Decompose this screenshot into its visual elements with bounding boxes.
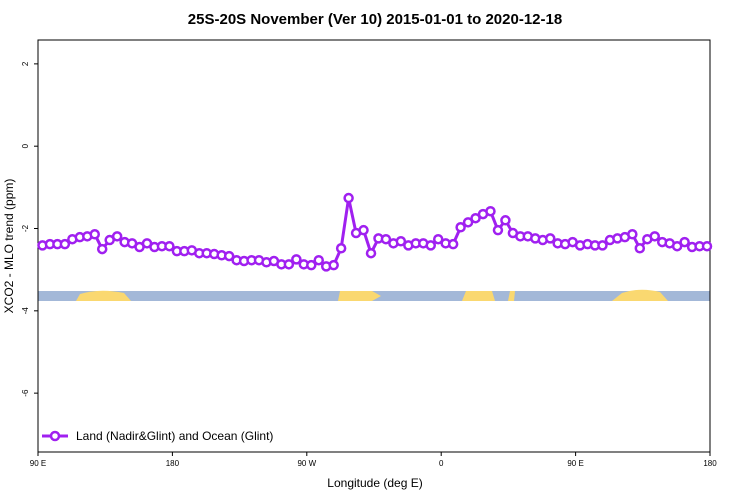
x-tick-label: 90 W	[297, 459, 316, 468]
data-point	[291, 254, 302, 265]
land-patch	[462, 291, 495, 301]
data-point	[649, 231, 660, 242]
data-point	[470, 212, 481, 224]
data-point	[164, 240, 175, 252]
data-point	[343, 192, 354, 204]
data-point	[544, 233, 556, 244]
y-tick-label: 2	[21, 61, 30, 66]
data-point	[89, 229, 100, 240]
x-tick-label: 0	[439, 459, 444, 468]
data-point	[223, 250, 235, 262]
x-tick-label: 180	[703, 459, 717, 468]
legend-label: Land (Nadir&Glint) and Ocean (Glint)	[76, 429, 273, 443]
data-point	[59, 238, 71, 250]
y-tick-label: 0	[21, 143, 30, 148]
data-point	[492, 224, 504, 236]
data-point	[597, 240, 608, 251]
y-tick-label: -4	[21, 307, 30, 315]
land-patch	[76, 290, 131, 301]
land-patch	[338, 291, 381, 301]
data-point	[425, 240, 436, 251]
data-point	[380, 233, 392, 245]
data-point	[358, 224, 369, 236]
legend-marker	[49, 430, 61, 442]
data-point	[335, 243, 347, 254]
chart-title: 25S-20S November (Ver 10) 2015-01-01 to …	[188, 11, 562, 28]
data-point	[701, 240, 713, 252]
data-point	[283, 259, 295, 270]
data-point	[96, 243, 108, 255]
data-point	[432, 233, 444, 245]
data-point	[671, 240, 683, 252]
data-point	[679, 236, 690, 248]
land-patch	[508, 291, 515, 301]
x-axis-label: Longitude (deg E)	[327, 476, 422, 490]
legend: Land (Nadir&Glint) and Ocean (Glint)	[42, 429, 273, 443]
y-tick-label: -2	[21, 224, 30, 232]
data-point	[313, 254, 324, 266]
data-point	[455, 222, 466, 233]
data-point	[627, 229, 638, 240]
y-tick-label: -6	[21, 389, 30, 397]
x-tick-label: 90 E	[30, 459, 46, 468]
data-point	[634, 243, 646, 254]
data-point	[500, 215, 511, 226]
y-axis-label: XCO2 - MLO trend (ppm)	[2, 179, 16, 314]
data-point	[111, 231, 123, 242]
data-point	[365, 247, 377, 259]
x-tick-label: 90 E	[567, 459, 583, 468]
data-point	[485, 205, 496, 217]
land-patch	[612, 289, 668, 301]
data-point	[447, 238, 459, 250]
data-point	[395, 236, 407, 247]
data-point	[306, 259, 317, 271]
land-ocean-strip	[38, 289, 710, 301]
data-point	[462, 217, 474, 228]
data-point	[328, 259, 339, 271]
x-tick-label: 180	[166, 459, 180, 468]
